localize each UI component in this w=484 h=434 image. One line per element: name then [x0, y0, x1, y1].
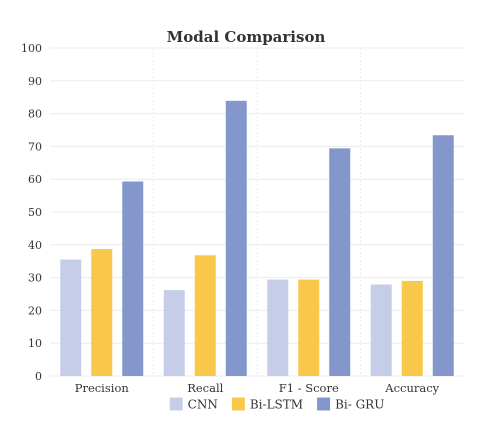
y-tick-label: 100 [21, 42, 42, 55]
chart-title: Modal Comparison [167, 28, 326, 46]
y-tick-label: 60 [28, 173, 42, 186]
bar-bilstm-f1-score [298, 279, 320, 376]
legend-label: Bi-LSTM [250, 398, 303, 412]
bar-bigru-recall [225, 100, 247, 377]
y-tick-label: 90 [28, 75, 42, 88]
y-tick-label: 10 [28, 337, 42, 350]
bar-cnn-recall [163, 290, 185, 376]
y-tick-label: 40 [28, 239, 42, 252]
bar-cnn-precision [60, 259, 82, 376]
legend: CNN Bi-LSTM Bi- GRU [169, 397, 384, 412]
bar-bigru-precision [122, 181, 144, 376]
y-tick-label: 80 [28, 108, 42, 121]
x-category-label: Precision [75, 381, 130, 395]
x-category-label: F1 - Score [279, 381, 339, 395]
legend-label: Bi- GRU [335, 398, 384, 412]
legend-swatch [231, 397, 245, 411]
bars-layer [60, 100, 454, 377]
grid-layer [50, 47, 464, 377]
x-category-label: Recall [187, 381, 223, 395]
bar-cnn-f1-score [267, 279, 289, 376]
legend-swatch [317, 397, 331, 411]
y-tick-label: 70 [28, 140, 42, 153]
legend-swatch [169, 397, 183, 411]
y-tick-label: 0 [35, 370, 42, 383]
bar-cnn-accuracy [370, 284, 392, 376]
bar-bilstm-accuracy [401, 280, 423, 376]
bar-bigru-f1-score [329, 148, 351, 376]
x-axis-categories: Precision Recall F1 - Score Accuracy [75, 381, 440, 395]
y-tick-label: 30 [28, 272, 42, 285]
bar-bilstm-recall [194, 255, 216, 376]
legend-label: CNN [188, 398, 218, 412]
y-axis-ticks: 0 10 20 30 40 50 60 70 80 90 100 [21, 42, 42, 383]
bar-bilstm-precision [91, 249, 113, 376]
x-category-label: Accuracy [384, 381, 439, 395]
y-tick-label: 20 [28, 304, 42, 317]
y-tick-label: 50 [28, 206, 42, 219]
bar-bigru-accuracy [432, 135, 454, 376]
